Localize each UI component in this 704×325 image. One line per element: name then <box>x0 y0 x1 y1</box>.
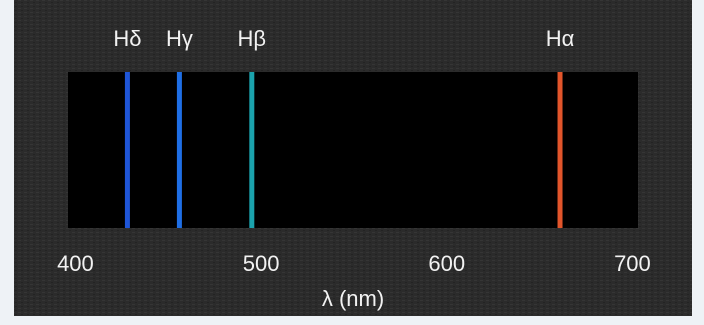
spectrum-panel <box>68 72 638 228</box>
chart: λ (nm) 400 500 600 700 Hδ Hγ Hβ Hα <box>0 0 704 325</box>
x-axis-label: λ (nm) <box>322 286 384 311</box>
x-tick-label: 400 <box>57 251 94 276</box>
line-label: Hγ <box>166 26 193 51</box>
x-tick-label: 600 <box>428 251 465 276</box>
x-tick-label: 500 <box>243 251 280 276</box>
line-label: Hα <box>546 26 575 51</box>
line-label: Hδ <box>113 26 141 51</box>
x-tick-label: 700 <box>614 251 651 276</box>
line-label: Hβ <box>238 26 267 51</box>
